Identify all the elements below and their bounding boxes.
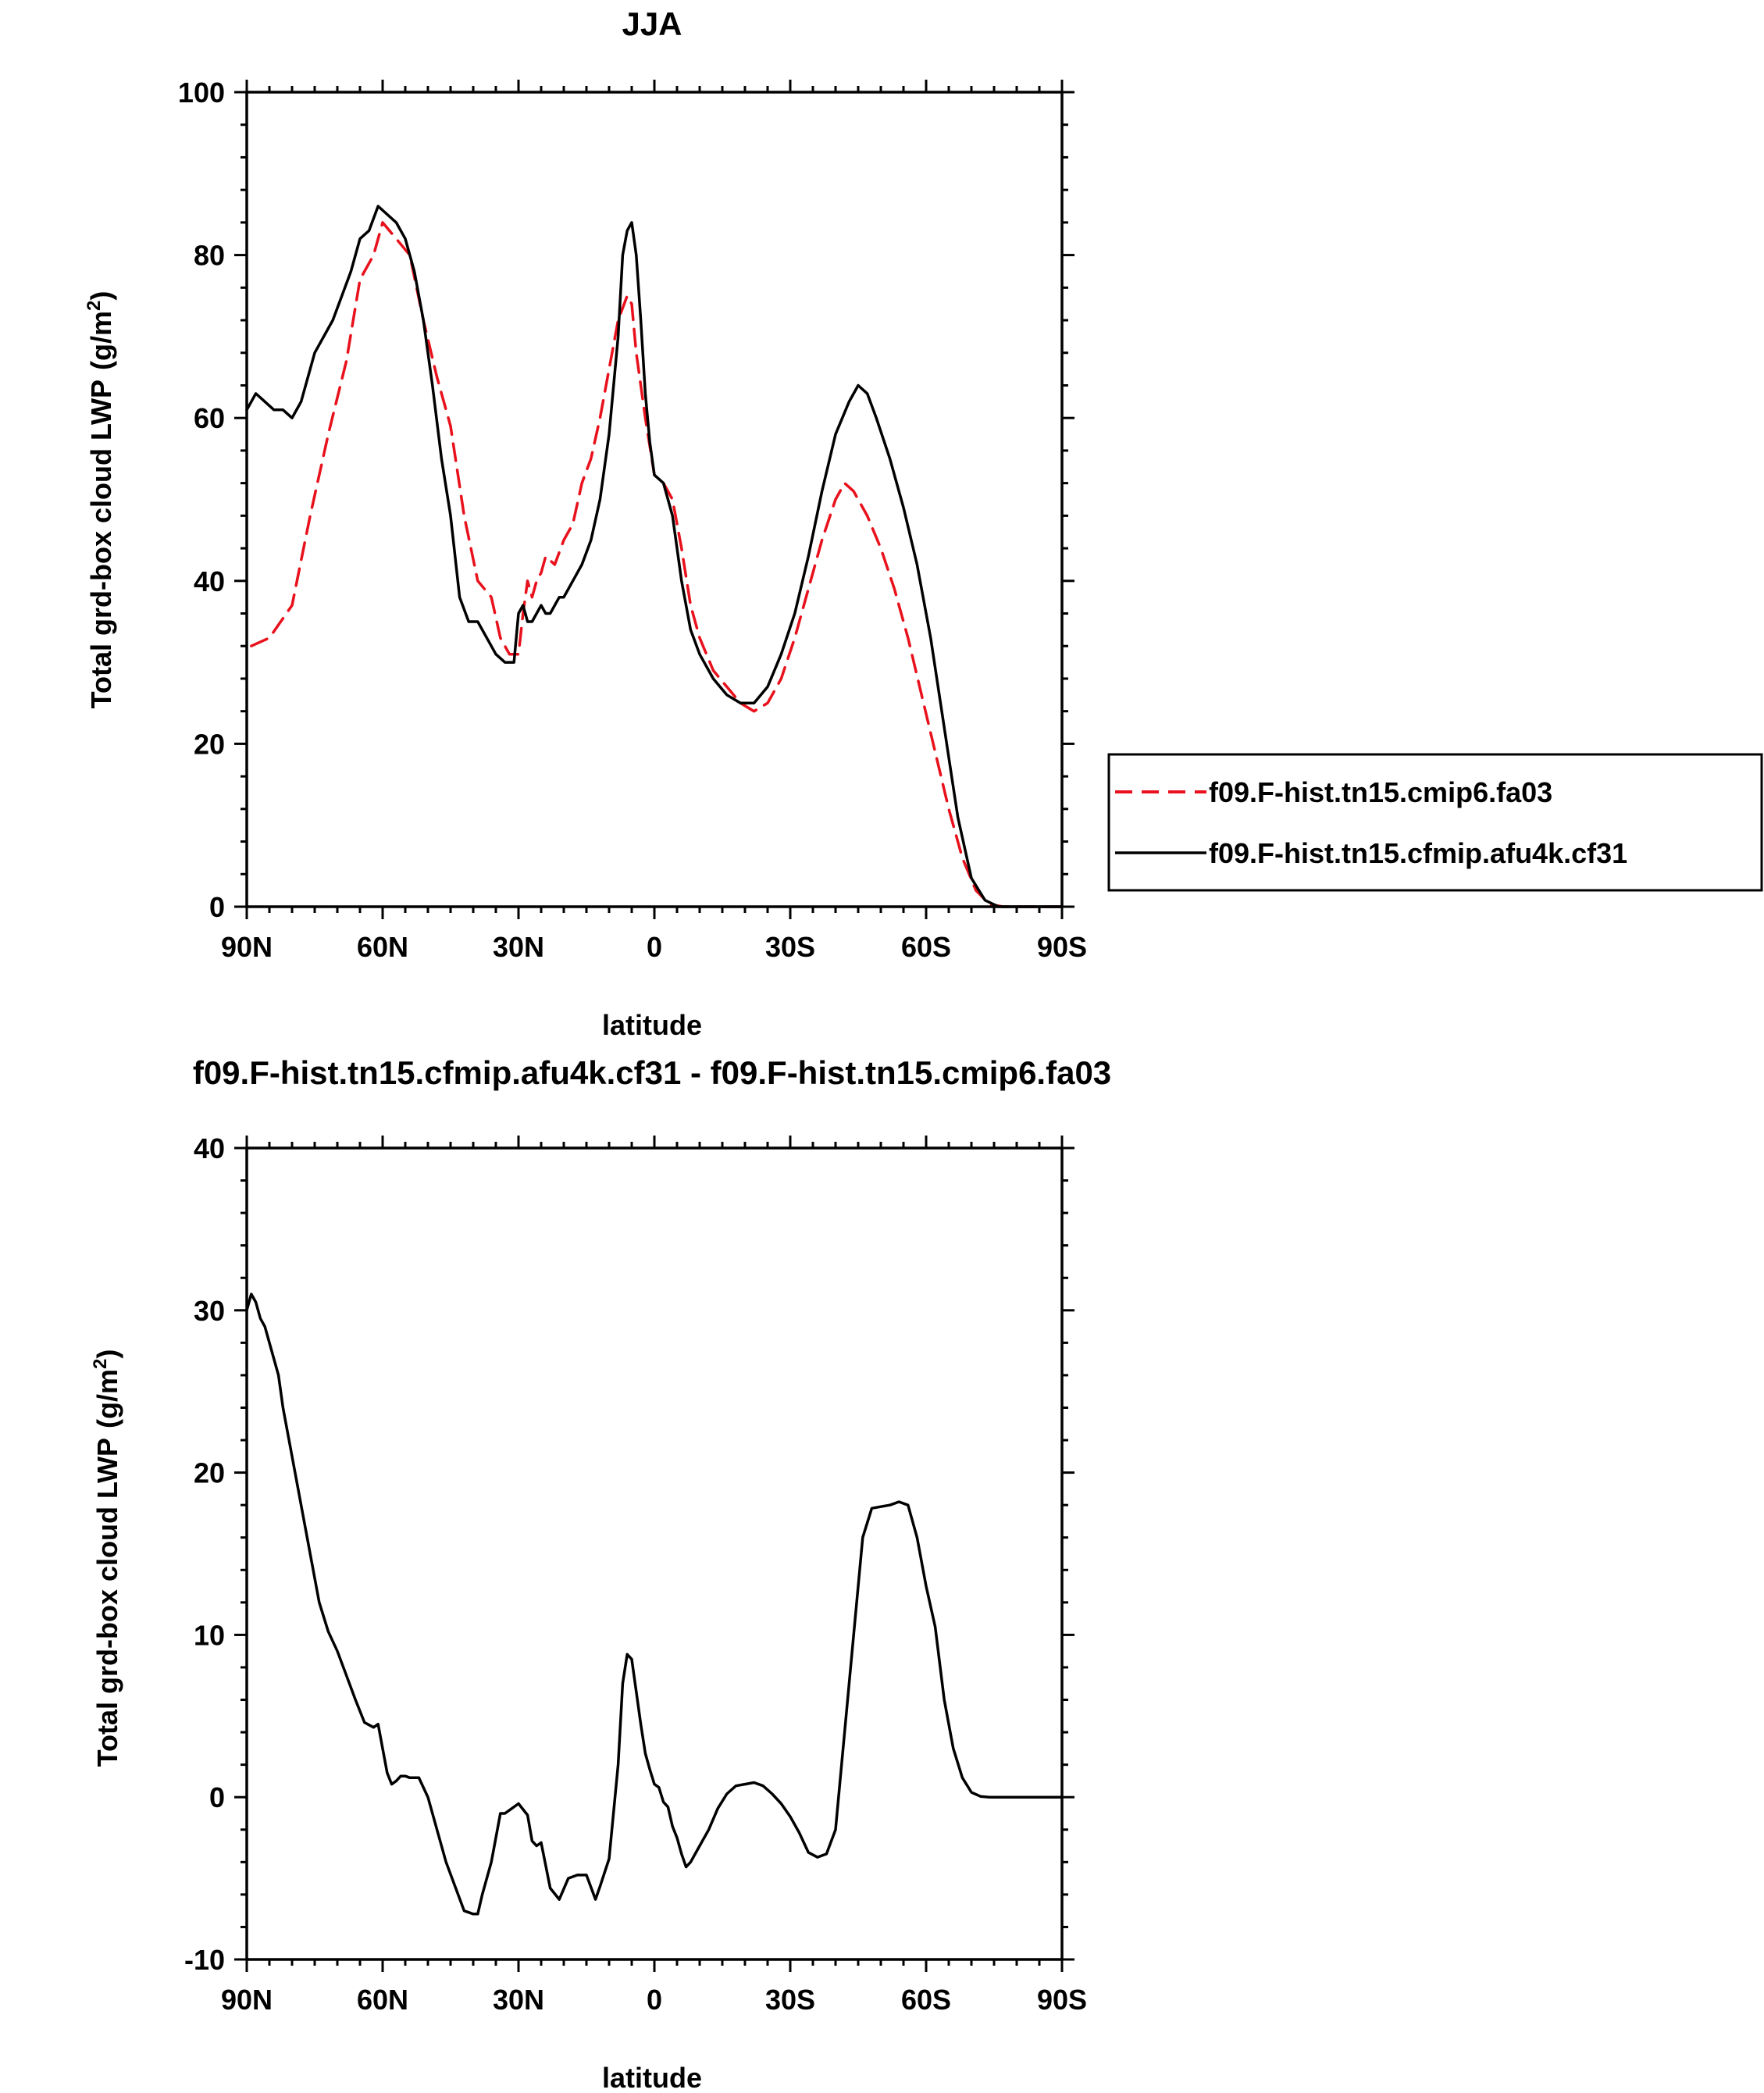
- legend-label-fa03: f09.F-hist.tn15.cmip6.fa03: [1209, 776, 1552, 808]
- top-panel: JJA 90N 60N 30N 0 30S 60S 90S 0 20 40 60 80 100 Tota…: [84, 5, 1763, 1041]
- bottom-x-tick-label: 60N: [357, 1984, 408, 2016]
- top-y-tick-label: 20: [194, 728, 225, 760]
- bottom-plot-area: 90N 60N 30N 0 30S 60S 90S -10 0 10 20 30 40: [184, 1132, 1087, 2016]
- bottom-series-line-1: [245, 1293, 1064, 1916]
- bottom-y-tick-label: -10: [184, 1944, 225, 1976]
- top-x-tick-label: 60N: [357, 931, 408, 963]
- legend: f09.F-hist.tn15.cmip6.fa03 f09.F-hist.tn…: [1107, 753, 1763, 892]
- bottom-x-tick-label: 30N: [493, 1984, 544, 2016]
- top-y-axis-label: Total grd-box cloud LWP (g/m2): [84, 291, 117, 709]
- top-x-tick-label: 30N: [493, 931, 544, 963]
- top-x-tick-label: 90N: [221, 931, 273, 963]
- bottom-x-tick-label: 60S: [901, 1984, 951, 2016]
- bottom-y-axis-units: (g/m: [91, 1369, 123, 1428]
- bottom-plot-frame: [245, 1146, 1064, 1961]
- top-y-tick-label: 100: [178, 77, 225, 109]
- top-x-tick-label: 30S: [765, 931, 815, 963]
- bottom-x-axis-label: latitude: [602, 2062, 702, 2093]
- bottom-y-axis-units-close: ): [91, 1350, 123, 1359]
- bottom-y-tick-label: 0: [209, 1781, 225, 1813]
- bottom-y-tick-label: 20: [194, 1457, 225, 1489]
- top-x-axis-label: latitude: [602, 1009, 702, 1041]
- top-x-tick-label: 90S: [1037, 931, 1087, 963]
- top-y-axis-units-close: ): [85, 291, 117, 301]
- bottom-panel: f09.F-hist.tn15.cfmip.afu4k.cf31 - f09.F…: [90, 1054, 1111, 2093]
- bottom-x-tick-label: 90S: [1037, 1984, 1087, 2016]
- top-y-tick-label: 40: [194, 565, 225, 597]
- top-y-tick-label: 0: [209, 891, 225, 923]
- top-y-tick-label: 60: [194, 402, 225, 434]
- top-plot-frame: [245, 91, 1064, 908]
- legend-box: [1107, 753, 1763, 892]
- bottom-x-tick-label: 30S: [765, 1984, 815, 2016]
- bottom-x-tick-label: 90N: [221, 1984, 273, 2016]
- bottom-y-tick-label: 30: [194, 1295, 225, 1327]
- bottom-y-axis-label: Total grd-box cloud LWP (g/m2): [90, 1350, 123, 1767]
- bottom-y-tick-label: 10: [194, 1619, 225, 1651]
- top-chart-title: JJA: [622, 5, 682, 42]
- top-y-axis-label-text: Total grd-box cloud LWP: [85, 380, 117, 708]
- bottom-x-tick-label: 0: [647, 1984, 662, 2016]
- bottom-y-axis-label-text: Total grd-box cloud LWP: [91, 1438, 123, 1767]
- bottom-chart-title: f09.F-hist.tn15.cfmip.afu4k.cf31 - f09.F…: [193, 1054, 1111, 1091]
- top-plot-area: 90N 60N 30N 0 30S 60S 90S 0 20 40 60 80 100: [178, 77, 1087, 963]
- top-x-tick-label: 0: [647, 931, 662, 963]
- top-y-tick-label: 80: [194, 240, 225, 272]
- top-y-axis-units: (g/m: [85, 311, 117, 370]
- bottom-y-axis-units-sup: 2: [90, 1359, 111, 1369]
- bottom-y-tick-label: 40: [194, 1132, 225, 1164]
- top-x-tick-label: 60S: [901, 931, 951, 963]
- top-series-line-2: [245, 205, 1064, 908]
- top-series-line-1: [250, 221, 1064, 908]
- legend-label-cf31: f09.F-hist.tn15.cfmip.afu4k.cf31: [1209, 837, 1627, 869]
- top-y-axis-units-sup: 2: [84, 301, 105, 311]
